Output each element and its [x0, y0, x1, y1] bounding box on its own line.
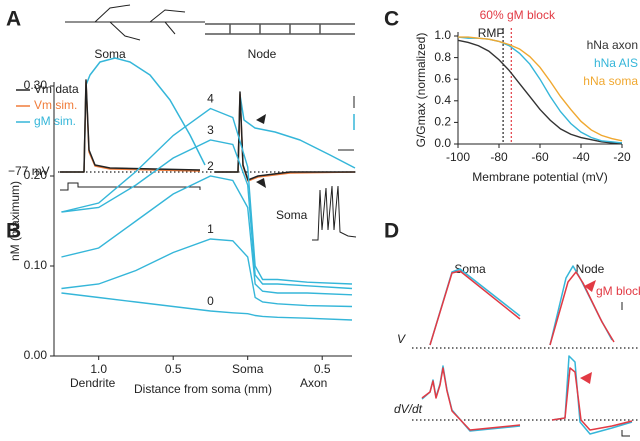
stimulus	[60, 182, 201, 191]
legend-label: Vm sim.	[34, 98, 77, 112]
trace	[421, 367, 521, 431]
y-tick-label: 1.0	[434, 28, 451, 42]
series-line	[457, 39, 622, 144]
x-tick-label: -80	[490, 150, 508, 164]
trace	[215, 94, 356, 173]
series-label: 3	[207, 123, 214, 137]
series-line	[458, 36, 623, 142]
annotation: Dendrite	[70, 376, 116, 390]
trace	[551, 355, 633, 435]
y-tick-label: 0.6	[434, 71, 451, 85]
trace	[429, 268, 521, 346]
row-label: V	[397, 332, 406, 346]
x-tick-label: 0.5	[165, 362, 182, 376]
x-tick-label: 0.5	[314, 362, 331, 376]
trace	[429, 270, 521, 346]
reference-label: RMP	[478, 26, 505, 40]
y-tick-label: 0.8	[434, 50, 451, 64]
panel-label: A	[6, 8, 21, 31]
trace-title: Node	[576, 262, 605, 276]
legend-label: hNa soma	[583, 74, 638, 88]
trace	[215, 93, 356, 182]
y-tick-label: 0.20	[24, 168, 48, 182]
y-tick-label: 0.0	[434, 136, 451, 150]
x-tick-label: 1.0	[90, 362, 107, 376]
trace	[60, 57, 206, 173]
inset	[312, 185, 357, 241]
x-tick-label: Soma	[232, 362, 264, 376]
series-label: 4	[207, 92, 214, 106]
x-tick-label: -100	[446, 150, 470, 164]
y-axis-label: G/Gmax (normalized)	[414, 33, 428, 148]
annotation: gM block	[596, 284, 640, 298]
x-tick-label: -40	[572, 150, 590, 164]
axon-morphology	[205, 23, 355, 35]
legend-label: hNa axon	[587, 38, 638, 52]
x-axis-label: Distance from soma (mm)	[134, 382, 272, 396]
series-label: 0	[207, 294, 214, 308]
annotation: Axon	[300, 376, 327, 390]
panel-label: D	[384, 220, 399, 243]
scale-bar	[621, 430, 630, 437]
x-tick-label: -60	[531, 150, 549, 164]
series-line	[457, 36, 623, 144]
x-axis-label: Membrane potential (mV)	[472, 170, 607, 184]
trace	[421, 365, 521, 432]
series-line	[61, 139, 353, 290]
y-axis-label: nM (maximum)	[8, 181, 22, 261]
panel-label: B	[6, 220, 21, 243]
series-line	[61, 175, 353, 296]
trace-title: Node	[248, 47, 277, 61]
legend-label: hNa AIS	[594, 56, 638, 70]
y-tick-label: 0.4	[434, 93, 451, 107]
annotation: Soma	[276, 208, 308, 222]
trace	[549, 271, 615, 346]
x-tick-label: -20	[613, 150, 631, 164]
panel-label: C	[384, 8, 399, 31]
series-line	[61, 107, 353, 285]
series-line	[61, 292, 353, 321]
trace	[60, 79, 201, 173]
trace-title: Soma	[94, 47, 126, 61]
trace	[60, 81, 201, 173]
row-label: dV/dt	[394, 402, 423, 416]
morphology	[65, 4, 205, 41]
panel-d: Soma Node V dV/dt gM block	[394, 262, 640, 437]
y-tick-label: 0.30	[24, 78, 48, 92]
y-tick-label: 0.2	[434, 115, 451, 129]
baseline-label: −77 mV	[8, 164, 50, 178]
trace	[549, 265, 613, 346]
inset-trace	[312, 185, 357, 241]
series-line	[61, 238, 353, 308]
reference-label: 60% gM block	[480, 8, 556, 22]
series-label: 1	[207, 222, 214, 236]
trace	[551, 367, 633, 431]
panel-a: Soma Node Vm data Vm sim. gM sim. −77 mV	[8, 4, 356, 191]
legend-label: Vm data	[34, 82, 79, 96]
y-tick-label: 0.10	[24, 258, 48, 272]
series-label: 2	[207, 159, 214, 173]
legend-label: gM sim.	[34, 114, 76, 128]
trace	[215, 91, 355, 181]
y-tick-label: 0.00	[24, 348, 48, 362]
